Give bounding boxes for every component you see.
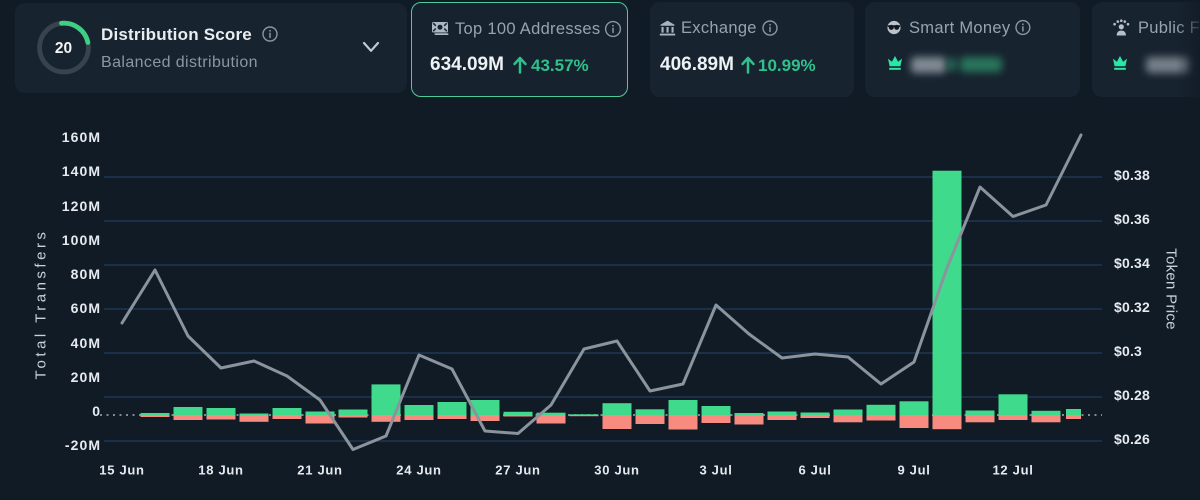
svg-text:12 Jul: 12 Jul [992,463,1033,478]
svg-text:15 Jun: 15 Jun [99,463,144,478]
svg-text:30 Jun: 30 Jun [594,463,639,478]
svg-text:9 Jul: 9 Jul [897,463,930,478]
svg-text:3 Jul: 3 Jul [699,463,732,478]
svg-text:24 Jun: 24 Jun [396,463,441,478]
svg-text:20: 20 [55,40,72,57]
svg-text:21 Jun: 21 Jun [297,463,342,478]
svg-text:18 Jun: 18 Jun [198,463,243,478]
svg-text:27 Jun: 27 Jun [495,463,540,478]
svg-text:6 Jul: 6 Jul [798,463,831,478]
